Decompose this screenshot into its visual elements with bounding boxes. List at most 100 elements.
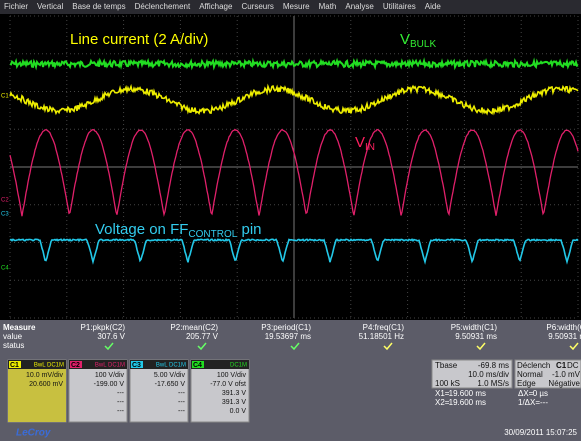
measure-row-label: value <box>3 332 23 341</box>
channel-id: C4 <box>193 362 202 369</box>
channel-id: C2 <box>71 362 80 369</box>
status-icon <box>197 342 207 351</box>
measure-name: P3:period(C1) <box>261 323 311 332</box>
measure-name: P4:freq(C1) <box>363 323 405 332</box>
trigger-level: -1.0 mV <box>552 370 581 379</box>
measure-name: P6:width(C1 <box>546 323 581 332</box>
annotation-sub: IN <box>365 142 375 153</box>
status-icon <box>104 342 114 351</box>
cursor-field: X1= <box>435 389 450 398</box>
channel-marker: C1 <box>1 94 9 100</box>
measure-value: 51.18501 Hz <box>359 332 404 341</box>
channel-line: 391.3 V <box>222 390 246 397</box>
channel-line: --- <box>178 399 186 406</box>
annotation-sub: CONTROL <box>188 229 237 240</box>
menu-item[interactable]: Curseurs <box>241 2 273 11</box>
channel-line: 0.0 V <box>230 408 247 415</box>
menu-item[interactable]: Math <box>319 2 337 11</box>
channel-coupling: BwL DC1M <box>156 363 186 369</box>
channel-badge <box>70 361 82 368</box>
channel-line: --- <box>178 408 186 415</box>
menu-item[interactable]: Utilitaires <box>383 2 416 11</box>
measure-value: 9.50931 ms <box>455 332 497 341</box>
channel-marker: C2 <box>1 198 9 204</box>
channel-badge <box>192 361 204 368</box>
channel-header <box>130 360 188 369</box>
channel-badge <box>9 361 21 368</box>
menu-bar <box>0 0 581 14</box>
menu-item[interactable]: Mesure <box>283 2 310 11</box>
annotation-sub: BULK <box>410 39 436 50</box>
timestamp: 30/09/2011 15:07:25 <box>504 428 577 437</box>
measure-name: P2:mean(C2) <box>170 323 218 332</box>
menu-item[interactable]: Aide <box>425 2 442 11</box>
waveform-trace <box>9 83 579 116</box>
trigger-mode: Normal <box>517 370 543 379</box>
channel-header <box>8 360 66 369</box>
annotation: VIN <box>355 134 375 153</box>
channel-box[interactable] <box>190 359 250 423</box>
channel-line: 20.600 mV <box>29 381 63 388</box>
timebase-label: Tbase <box>435 361 458 370</box>
timebase-offset: -69.8 ms <box>478 361 509 370</box>
trigger-source: C1 <box>556 361 567 370</box>
channel-header <box>191 360 249 369</box>
annotation-main: V <box>355 134 365 151</box>
brand: LeCroy <box>16 428 51 439</box>
channel-line: -77.0 V ofst <box>210 381 246 388</box>
channel-line: --- <box>117 408 125 415</box>
channel-id: C3 <box>132 362 141 369</box>
cursor-field: 19.600 ms <box>449 398 486 407</box>
channel-marker: C3 <box>1 212 9 218</box>
channel-line: 10.0 mV/div <box>26 372 63 379</box>
channel-line: 100 V/div <box>217 372 247 379</box>
annotation: VBULK <box>400 31 436 50</box>
status-icon <box>476 342 486 351</box>
waveform-trace <box>9 128 579 217</box>
status-icon <box>290 342 300 351</box>
menu-item[interactable]: Affichage <box>199 2 233 11</box>
timebase-box[interactable] <box>431 359 513 389</box>
channel-line: --- <box>178 390 186 397</box>
timebase-samples: 100 kS <box>435 379 460 388</box>
trigger-slope: Négative <box>548 379 580 388</box>
menu-item[interactable]: Base de temps <box>72 2 125 11</box>
measure-row-label: status <box>3 341 24 350</box>
channel-line: --- <box>117 399 125 406</box>
channel-line: --- <box>117 390 125 397</box>
measure-value: 9.50931 ms <box>548 332 581 341</box>
channel-id: C1 <box>10 362 19 369</box>
menu-item[interactable]: Vertical <box>37 2 63 11</box>
menu-item[interactable]: Analyse <box>345 2 374 11</box>
menu-item[interactable]: Déclenchement <box>135 2 191 11</box>
channel-line: 5.00 V/div <box>154 372 186 379</box>
trigger-kind: Edge <box>517 379 536 388</box>
channel-box[interactable] <box>129 359 189 423</box>
timebase-div: 10.0 ms/div <box>468 370 509 379</box>
menu-item[interactable]: Fichier <box>4 2 28 11</box>
measure-row-label: Measure <box>3 323 36 332</box>
annotation-main: Voltage on FF <box>95 221 188 238</box>
trigger-box[interactable] <box>514 359 581 389</box>
channel-header <box>69 360 127 369</box>
cursor-field: ΔX= <box>518 389 534 398</box>
trigger-label: Déclench <box>517 361 550 370</box>
channel-coupling: DC1M <box>230 363 247 369</box>
waveform-trace <box>9 57 579 71</box>
measure-name: P5:width(C1) <box>451 323 498 332</box>
annotation: Voltage on FFCONTROL pin <box>95 221 262 240</box>
channel-badge <box>131 361 143 368</box>
channel-coupling: BwL DC1M <box>34 363 64 369</box>
cursor-field: 1/ΔX= <box>518 398 540 407</box>
channel-coupling: BwL DC1M <box>95 363 125 369</box>
status-icon <box>569 342 579 351</box>
cursor-field: 19.600 ms <box>449 389 486 398</box>
channel-line: -199.00 V <box>94 381 125 388</box>
timebase-rate: 1.0 MS/s <box>477 379 509 388</box>
channel-line: -17.650 V <box>155 381 186 388</box>
measure-name: P1:pkpk(C2) <box>81 323 126 332</box>
annotation: Line current (2 A/div) <box>70 31 208 48</box>
